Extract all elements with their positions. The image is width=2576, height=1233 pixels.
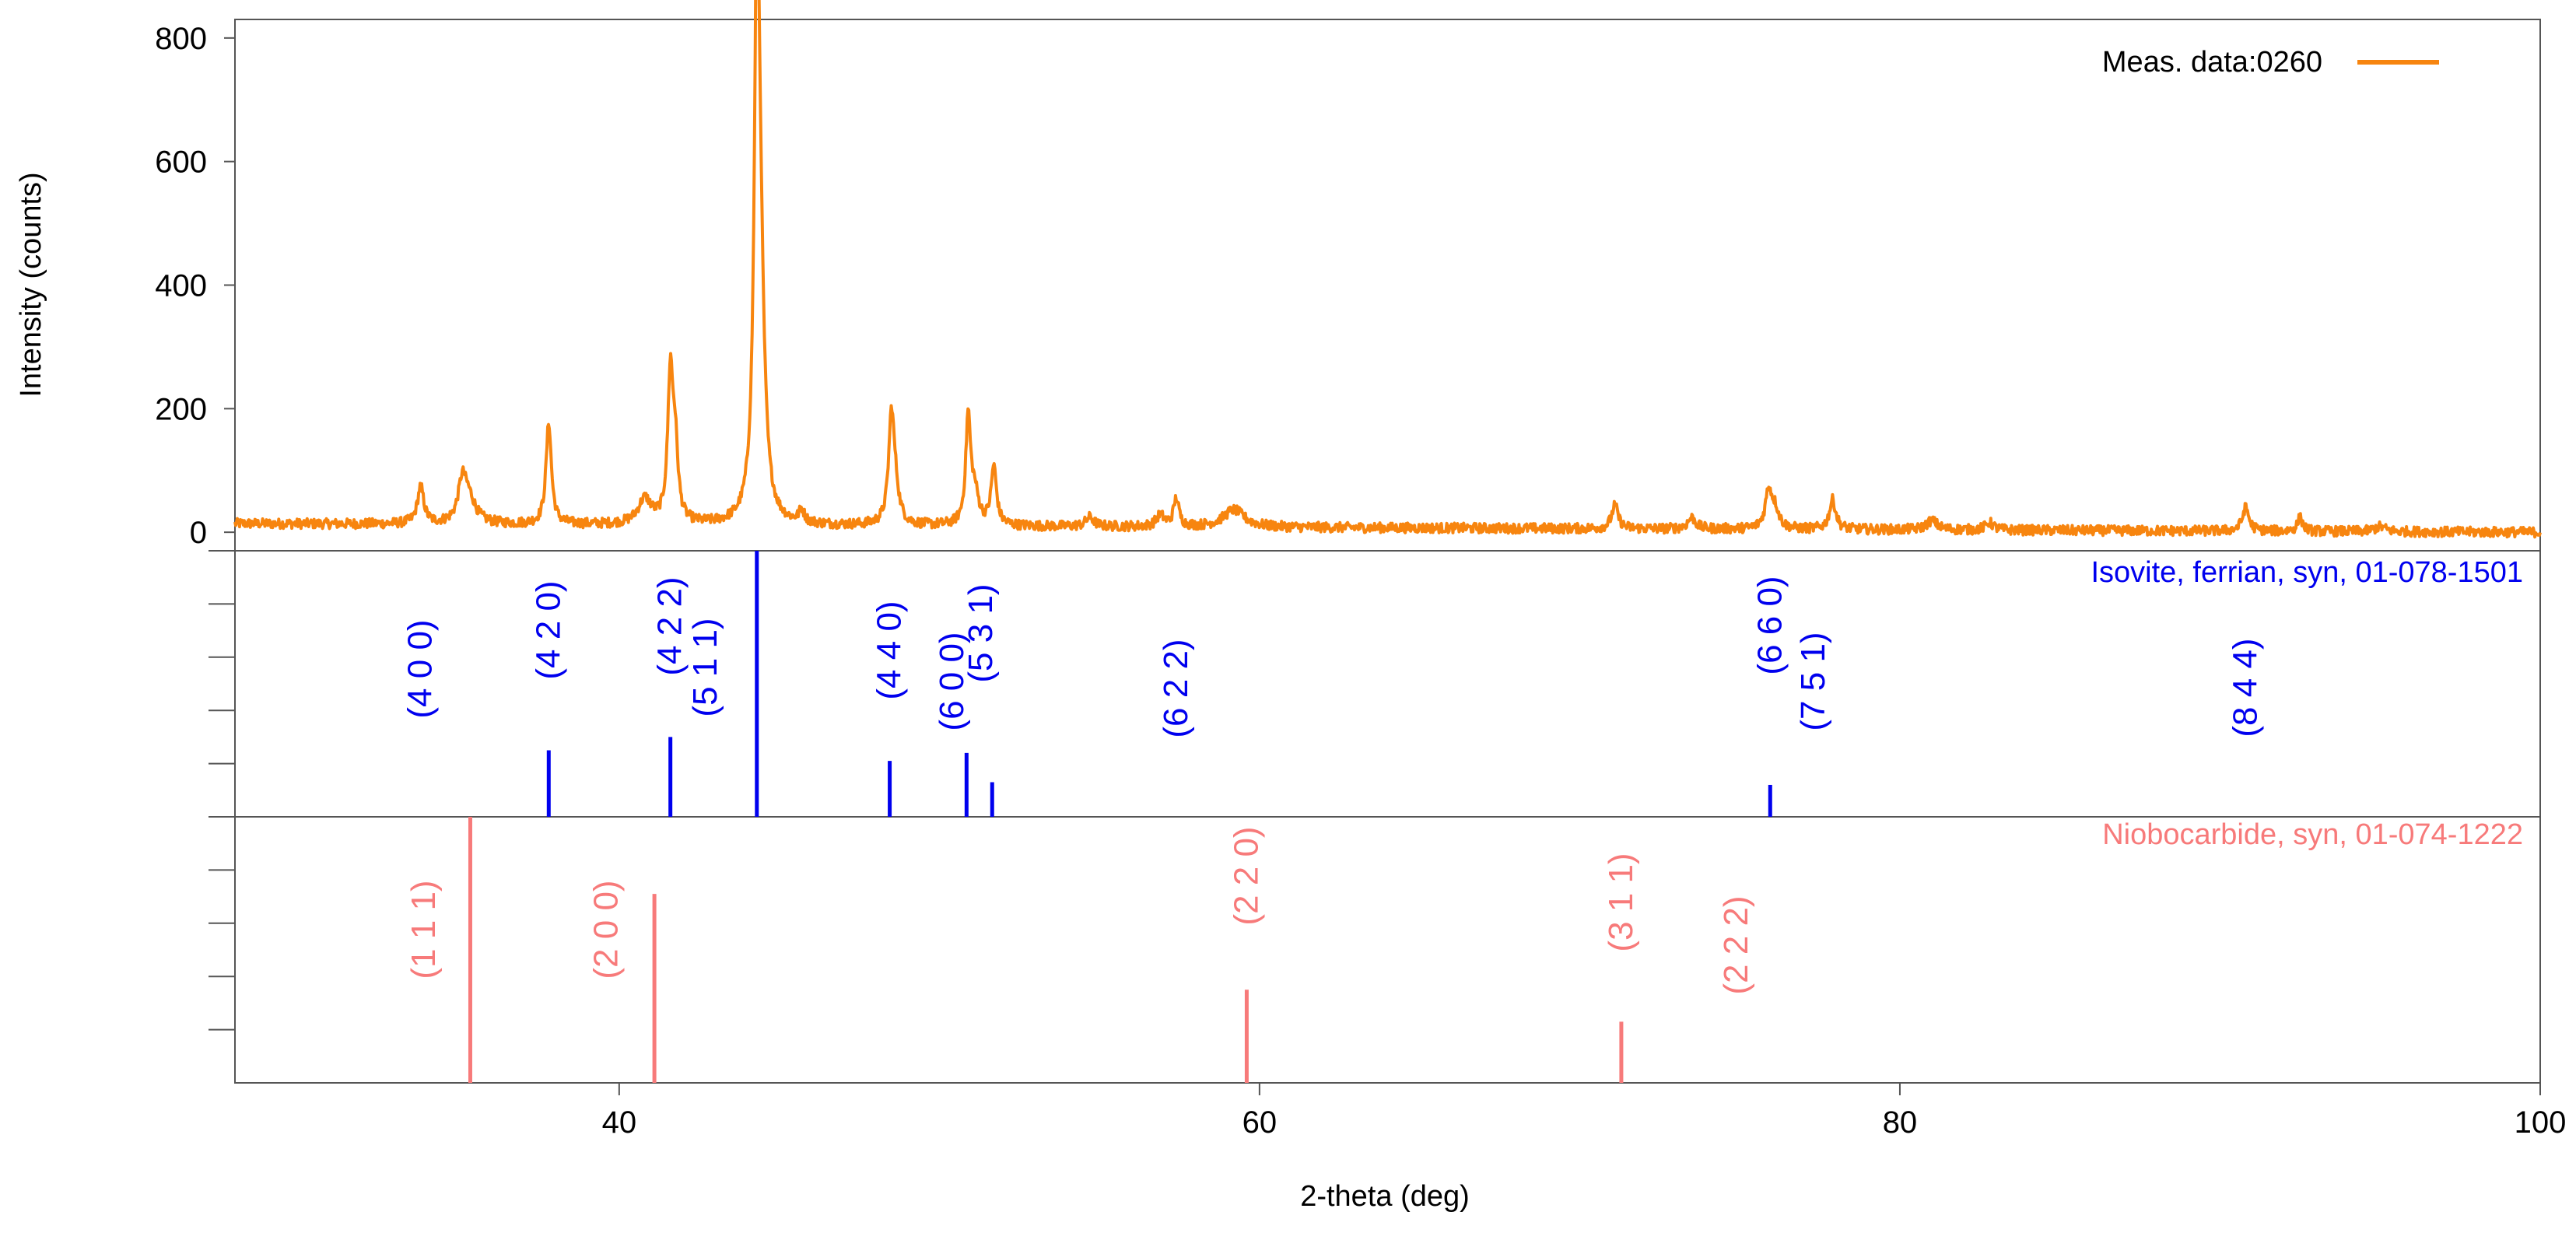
- y-axis-label: Intensity (counts): [15, 172, 47, 397]
- hkl-label: (2 2 2): [1717, 895, 1755, 994]
- y-tick-label: 200: [155, 392, 207, 426]
- reference-pattern-isovite: (4 0 0) (4 2 0) (4 2 2)(5 1 1) (4 4 0) (6 0 …: [401, 551, 2264, 817]
- hkl-label: (3 1 1): [1602, 853, 1640, 951]
- hkl-label: (6 6 0): [1751, 576, 1789, 674]
- hkl-label: (5 3 1): [962, 583, 1000, 682]
- hkl-label: (4 4 0): [871, 601, 909, 699]
- y-tick-label: 0: [190, 516, 207, 550]
- hkl-label: (4 2 2): [651, 576, 689, 675]
- plot-frame-isovite: [234, 550, 2541, 818]
- y-tick-label: 600: [155, 145, 207, 180]
- y-tick-label: 400: [155, 269, 207, 303]
- reference-pattern-niobocarbide: (1 1 1) (2 0 0) (2 2 0) (3 1 1) (2 2 2): [405, 817, 1755, 1083]
- x-tick-label: 40: [602, 1105, 637, 1140]
- axis-ticks: 0 200 400 600 800 40 60 80 100: [155, 22, 2566, 1140]
- plot-frame-measured: [234, 19, 2541, 552]
- hkl-label: (8 4 4): [2226, 638, 2264, 737]
- y-tick-label: 800: [155, 22, 207, 56]
- hkl-label: (5 1 1): [686, 618, 724, 716]
- hkl-label: (4 0 0): [401, 619, 440, 718]
- reference-title-isovite: Isovite, ferrian, syn, 01-078-1501: [2091, 556, 2523, 589]
- legend-label: Meas. data:0260: [2102, 46, 2322, 79]
- hkl-label: (4 2 0): [529, 580, 567, 679]
- plot-frames: [209, 19, 2541, 1084]
- hkl-label: (6 0 0): [933, 632, 971, 730]
- x-tick-label: 60: [1242, 1105, 1277, 1140]
- hkl-label: (2 2 0): [1227, 826, 1265, 925]
- x-tick-label: 80: [1883, 1105, 1918, 1140]
- x-axis-label: 2-theta (deg): [1300, 1180, 1470, 1213]
- reference-title-niobocarbide: Niobocarbide, syn, 01-074-1222: [2102, 818, 2523, 851]
- hkl-label: (7 5 1): [1794, 632, 1832, 730]
- hkl-label: (1 1 1): [405, 880, 443, 979]
- x-tick-label: 100: [2515, 1105, 2567, 1140]
- hkl-label: (2 0 0): [587, 880, 625, 979]
- plot-frame-niobocarbide: [234, 816, 2541, 1084]
- measured-series: [233, 0, 2542, 539]
- measured-trace: [233, 0, 2542, 539]
- hkl-label: (6 2 2): [1157, 639, 1195, 737]
